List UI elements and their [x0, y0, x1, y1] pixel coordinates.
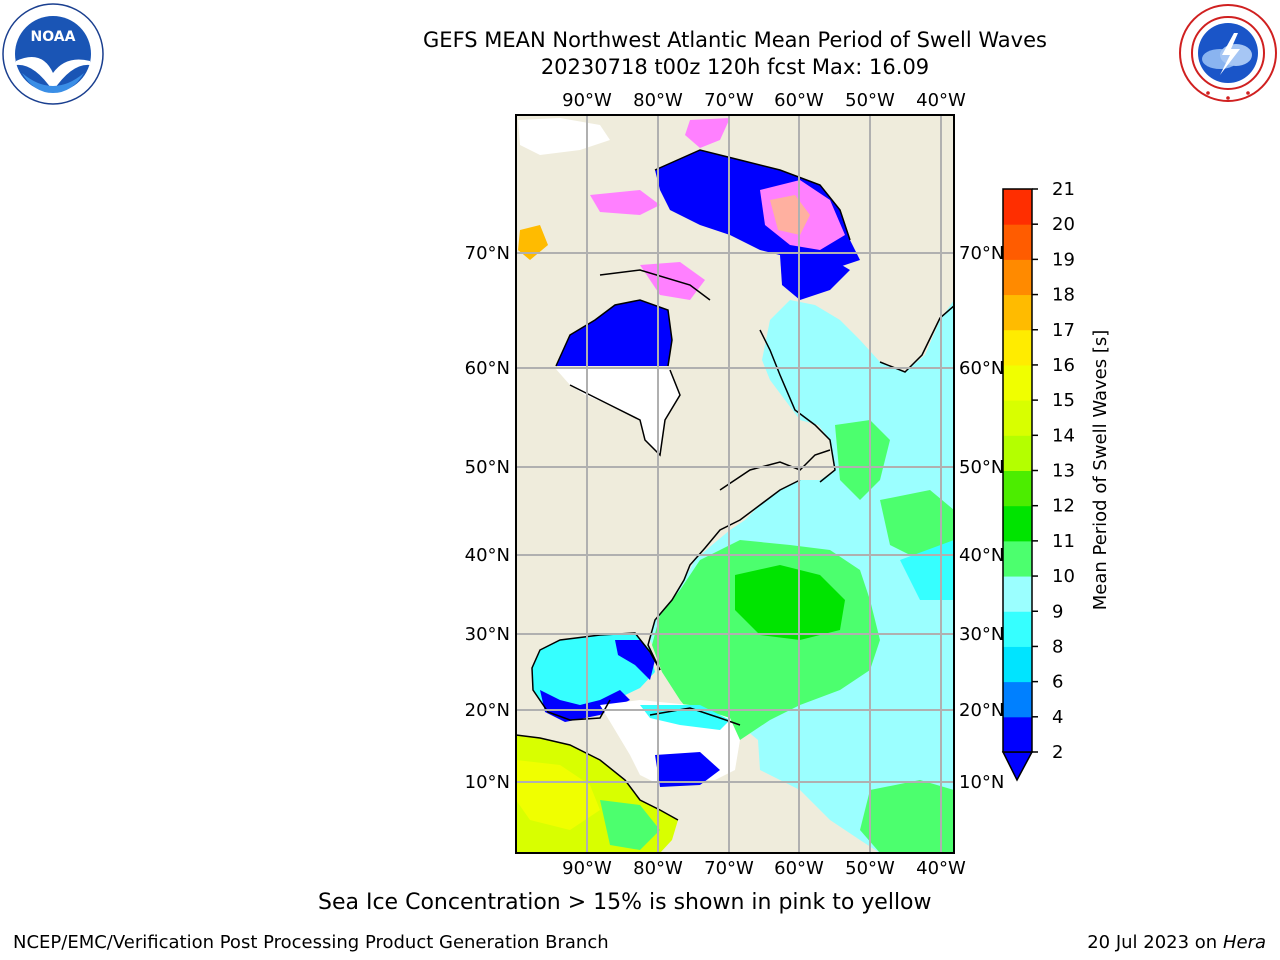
green-swell-zone-3 — [860, 780, 954, 853]
gridlines — [516, 115, 954, 853]
colorbar-segment — [1003, 611, 1032, 647]
lat-labels-left: 70°N 60°N 50°N 40°N 30°N 20°N 10°N — [465, 243, 510, 793]
coastlines — [516, 149, 954, 821]
lat-label-right: 30°N — [959, 624, 1004, 645]
lat-label-right: 60°N — [959, 358, 1004, 379]
footer-date-text: 20 Jul 2023 on — [1087, 932, 1223, 953]
lon-label-bottom: 40°W — [916, 858, 966, 879]
colorbar-tick-label: 15 — [1052, 390, 1075, 411]
lon-label-top: 60°W — [774, 90, 824, 111]
colorbar-tick-label: 9 — [1052, 601, 1063, 622]
arctic-ice-orange — [518, 225, 548, 260]
lon-label-bottom: 70°W — [704, 858, 754, 879]
colorbar-tick-label: 17 — [1052, 320, 1075, 341]
south-america-yellow — [516, 760, 600, 830]
lat-label-left: 60°N — [465, 358, 510, 379]
colorbar-tick-label: 21 — [1052, 179, 1075, 200]
lon-label-top: 70°W — [704, 90, 754, 111]
hudson-bay-blue — [556, 300, 672, 366]
footer-date: 20 Jul 2023 on Hera — [1087, 932, 1266, 953]
lon-label-top: 50°W — [845, 90, 895, 111]
colorbar-tick-label: 20 — [1052, 214, 1075, 235]
chart-subtitle: 20230718 t00z 120h fcst Max: 16.09 — [540, 55, 930, 79]
lon-labels: 90°W 80°W 70°W 60°W 50°W 40°W 90°W 80°W … — [562, 90, 966, 879]
colorbar-tick-label: 10 — [1052, 566, 1075, 587]
caribbean-cyan — [640, 705, 730, 730]
dark-green-core — [735, 565, 845, 640]
colorbar-extend-arrow — [1001, 751, 1034, 782]
colorbar-segment — [1003, 189, 1032, 225]
colorbar-segment — [1003, 646, 1032, 683]
colorbar-segment — [1003, 294, 1032, 331]
map-area — [516, 115, 954, 853]
colorbar-segment — [1003, 576, 1032, 612]
lat-labels-right: 70°N 60°N 50°N 40°N 30°N 20°N 10°N — [959, 243, 1004, 793]
lat-label-right: 10°N — [959, 772, 1004, 793]
colorbar-tick-label: 18 — [1052, 285, 1075, 306]
noaa-logo-text: NOAA — [31, 29, 76, 45]
colorbar-segment — [1003, 224, 1032, 260]
arctic-ice-pink-3 — [685, 118, 730, 148]
lat-label-left: 30°N — [465, 624, 510, 645]
lon-label-bottom: 60°W — [774, 858, 824, 879]
nws-logo — [1179, 4, 1277, 102]
colorbar-label: Mean Period of Swell Waves [s] — [1090, 330, 1111, 611]
colorbar-tick-label: 11 — [1052, 531, 1075, 552]
footer-host: Hera — [1222, 932, 1266, 953]
lat-label-right: 50°N — [959, 457, 1004, 478]
south-america-green — [600, 800, 660, 850]
colorbar-tick-label: 2 — [1052, 742, 1063, 763]
colorbar-segment — [1003, 681, 1032, 718]
labrador-sea-blue — [780, 255, 850, 300]
colorbar-segment — [1003, 400, 1032, 436]
footer-credit: NCEP/EMC/Verification Post Processing Pr… — [13, 932, 609, 953]
colorbar: 2 4 6 8 9 10 11 12 13 14 15 16 17 18 19 20 21 Mean Perio… — [1001, 179, 1111, 782]
colorbar-tick-label: 8 — [1052, 636, 1063, 657]
colorbar-segment — [1003, 716, 1032, 753]
colorbar-tick-label: 4 — [1052, 707, 1063, 728]
colorbar-segment — [1003, 435, 1032, 471]
green-swell-zone-2 — [835, 420, 890, 500]
map-frame — [515, 114, 955, 854]
colorbar-segment — [1003, 505, 1032, 542]
lat-label-right: 20°N — [959, 700, 1004, 721]
colorbar-tick-label: 13 — [1052, 461, 1075, 482]
lat-label-right: 70°N — [959, 243, 1004, 264]
colorbar-segment — [1003, 364, 1032, 401]
lon-label-bottom: 50°W — [845, 858, 895, 879]
lat-label-left: 70°N — [465, 243, 510, 264]
lat-label-right: 40°N — [959, 545, 1004, 566]
lon-label-top: 90°W — [562, 90, 612, 111]
green-swell-zone-4 — [880, 490, 954, 560]
lon-label-top: 40°W — [916, 90, 966, 111]
lon-label-bottom: 90°W — [562, 858, 612, 879]
colorbar-segment — [1003, 329, 1032, 366]
arctic-ice-pink — [590, 190, 660, 215]
lat-label-left: 40°N — [465, 545, 510, 566]
colorbar-tick-label: 6 — [1052, 672, 1063, 693]
gulf-dark-fringe — [540, 690, 630, 722]
noaa-logo: NOAA — [2, 3, 104, 105]
colorbar-segment — [1003, 259, 1032, 296]
colorbar-tick-label: 16 — [1052, 355, 1075, 376]
caribbean-blue — [655, 752, 720, 787]
lat-label-left: 10°N — [465, 772, 510, 793]
colorbar-tick-label: 19 — [1052, 249, 1075, 270]
lat-label-left: 20°N — [465, 700, 510, 721]
colorbar-segment — [1003, 470, 1032, 507]
colorbar-segment — [1003, 540, 1032, 577]
chart-title: GEFS MEAN Northwest Atlantic Mean Period… — [423, 28, 1047, 52]
arctic-ice-pink-2 — [640, 262, 705, 300]
lon-label-bottom: 80°W — [633, 858, 683, 879]
lon-label-top: 80°W — [633, 90, 683, 111]
colorbar-tick-label: 14 — [1052, 425, 1075, 446]
colorbar-tick-label: 12 — [1052, 496, 1075, 517]
ice-note: Sea Ice Concentration > 15% is shown in … — [318, 890, 932, 915]
lat-label-left: 50°N — [465, 457, 510, 478]
gulf-dark-east — [615, 640, 655, 680]
